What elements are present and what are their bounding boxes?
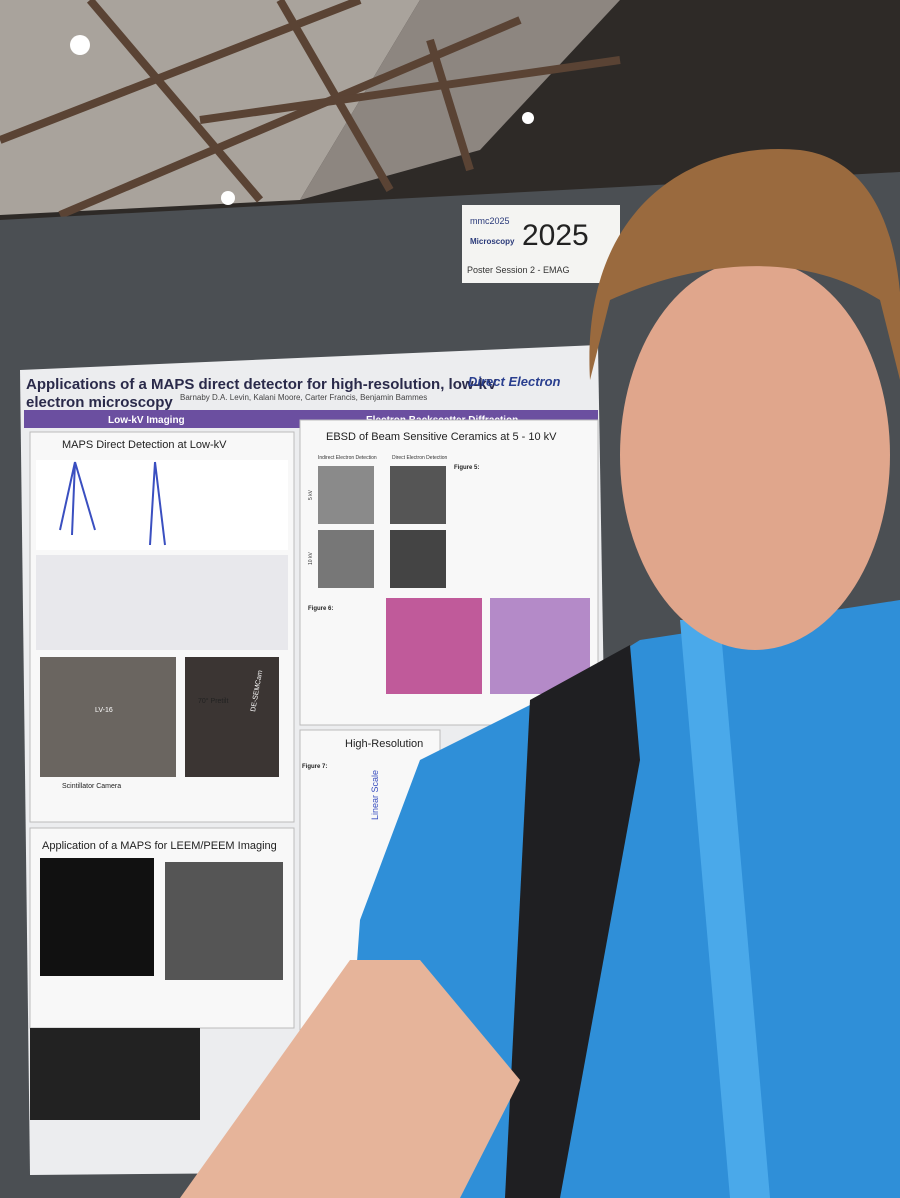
backpack-strap — [505, 645, 640, 1198]
diffraction-image — [30, 1028, 200, 1120]
caption-text — [36, 555, 288, 650]
lanyard — [680, 620, 770, 1198]
sign-logo-sub: Microscopy — [470, 237, 515, 246]
leem-image — [40, 858, 154, 976]
roof-beams — [0, 0, 621, 219]
figure-caption: Figure 5: — [454, 465, 479, 471]
leem-image — [165, 862, 283, 980]
panel-title: Application of a MAPS for LEEM/PEEM Imag… — [42, 840, 277, 852]
poster-title: electron microscopy — [26, 394, 173, 411]
poster-title: Applications of a MAPS direct detector f… — [26, 376, 497, 393]
hair — [589, 149, 900, 380]
ebsd-pattern — [390, 530, 446, 588]
electron-trajectories — [59, 461, 166, 546]
sign-year: 2025 — [522, 219, 589, 252]
figure-caption: Figure 6: — [308, 606, 333, 612]
photo-label: LV-16 — [95, 707, 113, 714]
panel-title: High-Resolution — [345, 738, 423, 750]
figure-label: Indirect Electron Detection — [318, 455, 377, 461]
sign-session: Poster Session 2 - EMAG — [467, 265, 570, 275]
figure-label: 10 kV — [308, 552, 314, 565]
lab-photo — [40, 657, 176, 777]
ebsd-pattern — [390, 466, 446, 524]
figure-caption: Figure 7: — [302, 764, 327, 770]
session-sign — [462, 205, 620, 283]
section-label: Low-kV Imaging — [108, 415, 185, 426]
panel-title: MAPS Direct Detection at Low-kV — [62, 439, 227, 451]
panel-title: EBSD of Beam Sensitive Ceramics at 5 - 1… — [326, 431, 557, 443]
lab-photo — [185, 657, 279, 777]
face — [620, 260, 890, 650]
photo-label: 70° Pretilt — [198, 697, 228, 705]
arm — [180, 960, 520, 1198]
axis-label: Linear Scale — [370, 770, 380, 820]
figure-label: Direct Electron Detection — [392, 455, 448, 461]
ebsd-pattern — [318, 466, 374, 524]
ebsd-pattern — [318, 530, 374, 588]
company-logo: Direct Electron — [468, 374, 561, 389]
sign-logo: mmc2025 — [470, 216, 510, 226]
poster-authors: Barnaby D.A. Levin, Kalani Moore, Carter… — [180, 393, 427, 402]
ceiling-light — [70, 35, 90, 55]
ceiling-light — [221, 191, 235, 205]
orientation-map — [386, 598, 482, 694]
ceiling-light — [522, 112, 534, 124]
photo-label: Scintillator Camera — [62, 783, 121, 790]
figure-label: 5 kV — [308, 489, 314, 500]
ceiling-panel — [300, 0, 620, 200]
